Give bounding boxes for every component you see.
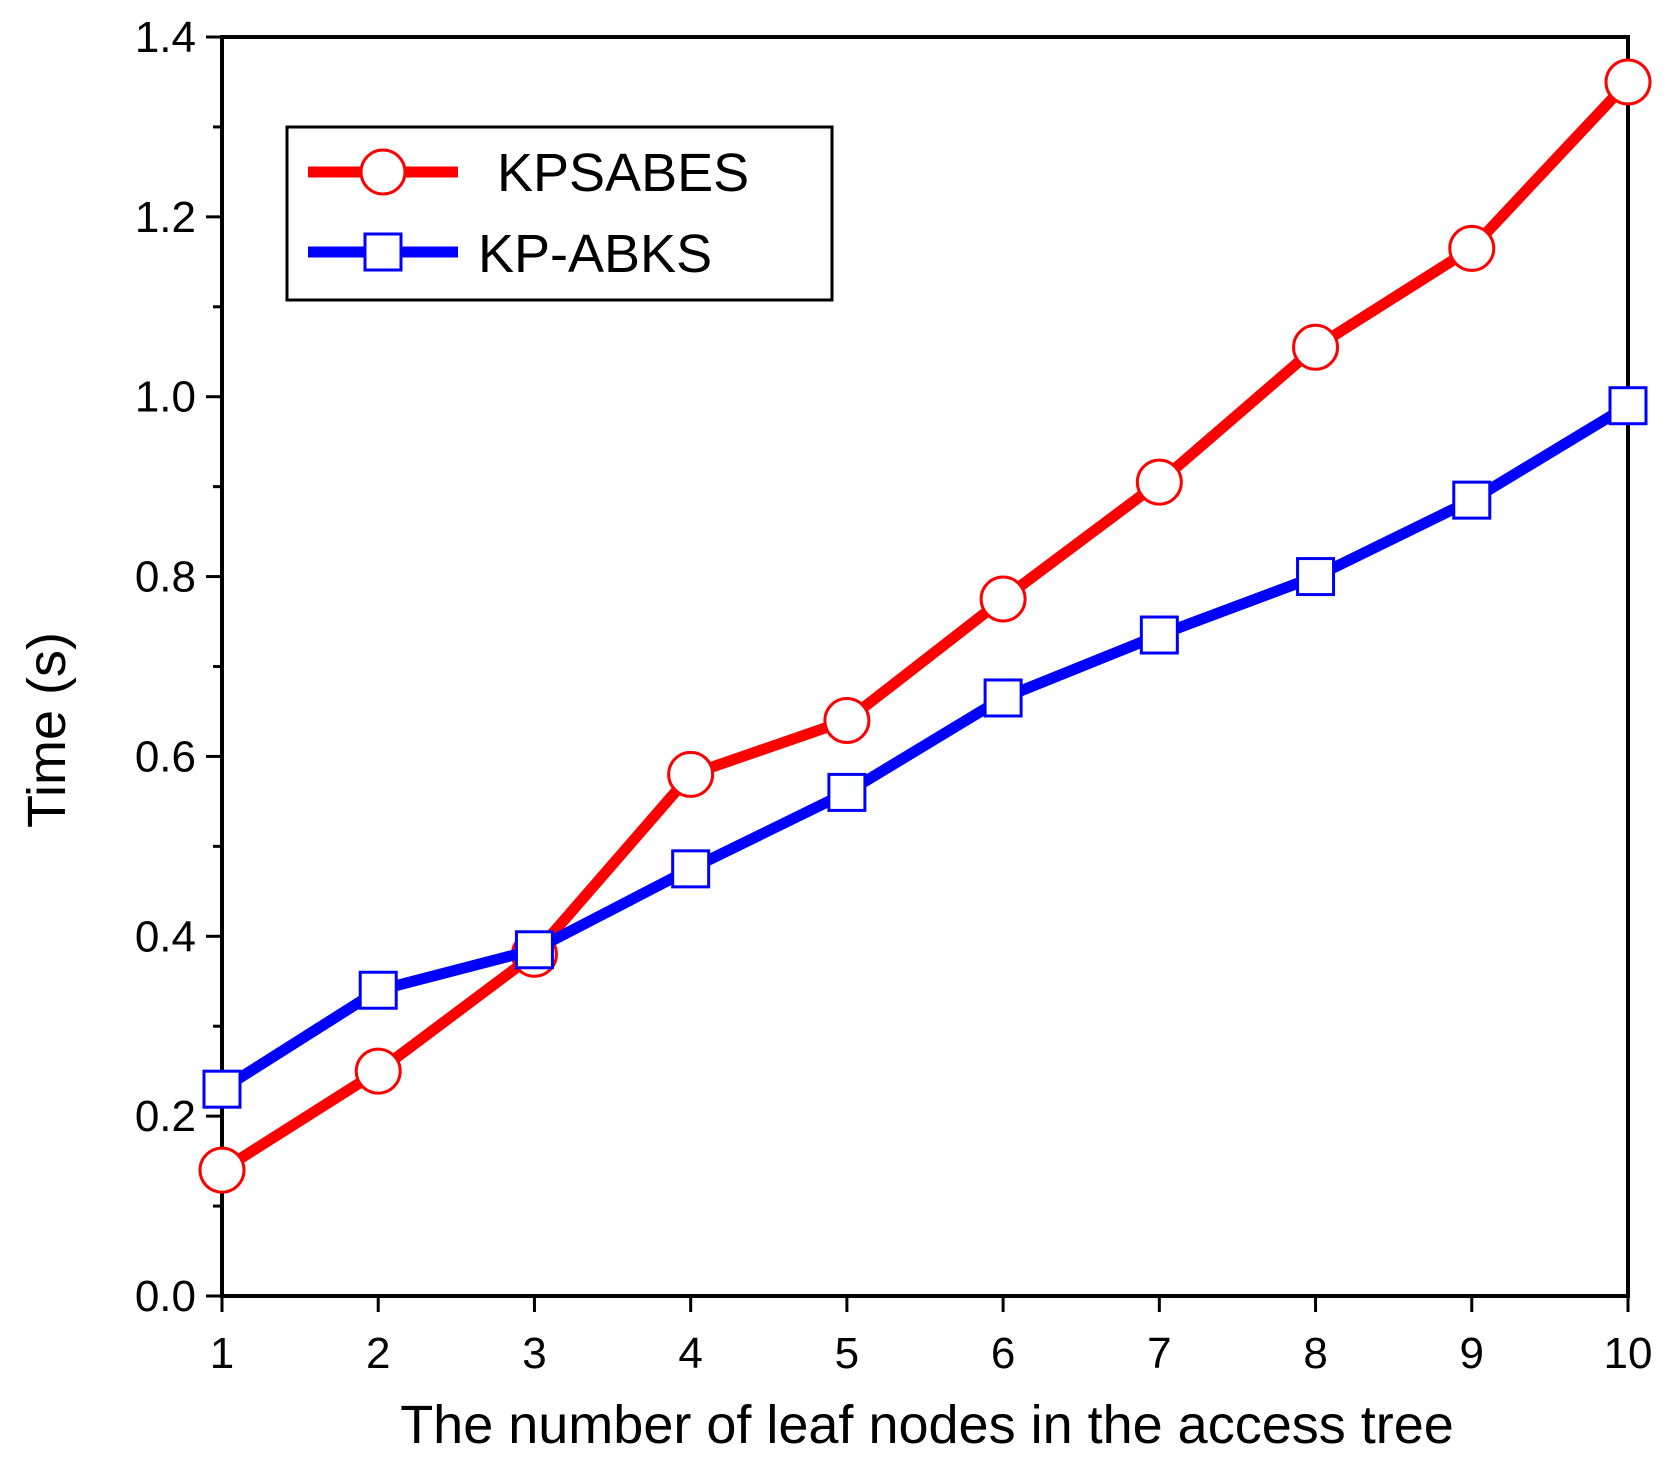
y-tick-label: 1.4 xyxy=(135,13,196,62)
data-point-kp-abks xyxy=(358,970,398,1010)
data-point-kp-abks xyxy=(1139,615,1179,655)
x-tick-label: 5 xyxy=(835,1329,859,1378)
x-axis-title: The number of leaf nodes in the access t… xyxy=(400,1395,1454,1455)
data-point-kpsabes xyxy=(823,696,871,744)
data-point-kp-abks xyxy=(1452,480,1492,520)
y-tick-label: 0.2 xyxy=(135,1092,196,1141)
y-axis-title: Time (s) xyxy=(17,632,77,828)
legend-marker-kpsabes xyxy=(359,148,407,196)
y-tick-label: 0.4 xyxy=(135,912,196,961)
x-tick-label: 1 xyxy=(210,1329,234,1378)
data-point-kpsabes xyxy=(1135,458,1183,506)
series-layer xyxy=(198,58,1652,1194)
legend: KPSABES KP-ABKS xyxy=(285,125,834,302)
series-line-kpsabes xyxy=(219,78,1633,1175)
series-kp-abks xyxy=(202,386,1648,1109)
x-tick-label: 9 xyxy=(1460,1329,1484,1378)
data-point-kpsabes xyxy=(198,1146,246,1194)
legend-label-kp-abks: KP-ABKS xyxy=(478,224,712,284)
data-point-kpsabes xyxy=(1292,323,1340,371)
y-tick-label: 0.8 xyxy=(135,553,196,602)
y-tick-label: 0.6 xyxy=(135,732,196,781)
data-point-kp-abks xyxy=(202,1069,242,1109)
data-point-kp-abks xyxy=(983,678,1023,718)
x-tick-label: 7 xyxy=(1147,1329,1171,1378)
data-point-kp-abks xyxy=(1608,386,1648,426)
data-point-kpsabes xyxy=(979,575,1027,623)
data-point-kp-abks xyxy=(514,930,554,970)
data-point-kp-abks xyxy=(1296,557,1336,597)
x-tick-label: 10 xyxy=(1604,1329,1653,1378)
data-point-kpsabes xyxy=(1604,58,1652,106)
y-tick-label: 1.2 xyxy=(135,193,196,242)
data-point-kpsabes xyxy=(667,750,715,798)
axes-layer: 0.0 0.2 0.4 0.6 0.8 1.0 1.2 1.4 1 2 3 4 5 6 7 8 9 10 xyxy=(135,13,1653,1378)
x-tick-label: 2 xyxy=(366,1329,390,1378)
y-tick-label: 1.0 xyxy=(135,373,196,422)
data-point-kpsabes xyxy=(1448,224,1496,272)
x-tick-label: 3 xyxy=(522,1329,546,1378)
x-tick-label: 6 xyxy=(991,1329,1015,1378)
y-tick-label: 0.0 xyxy=(135,1272,196,1321)
x-tick-label: 8 xyxy=(1303,1329,1327,1378)
x-tick-label: 4 xyxy=(678,1329,702,1378)
data-point-kp-abks xyxy=(827,772,867,812)
data-point-kpsabes xyxy=(354,1047,402,1095)
legend-label-kpsabes: KPSABES xyxy=(497,143,749,203)
series-line-kp-abks xyxy=(219,401,1631,1094)
data-point-kp-abks xyxy=(671,849,711,889)
legend-marker-kp-abks xyxy=(363,232,403,272)
